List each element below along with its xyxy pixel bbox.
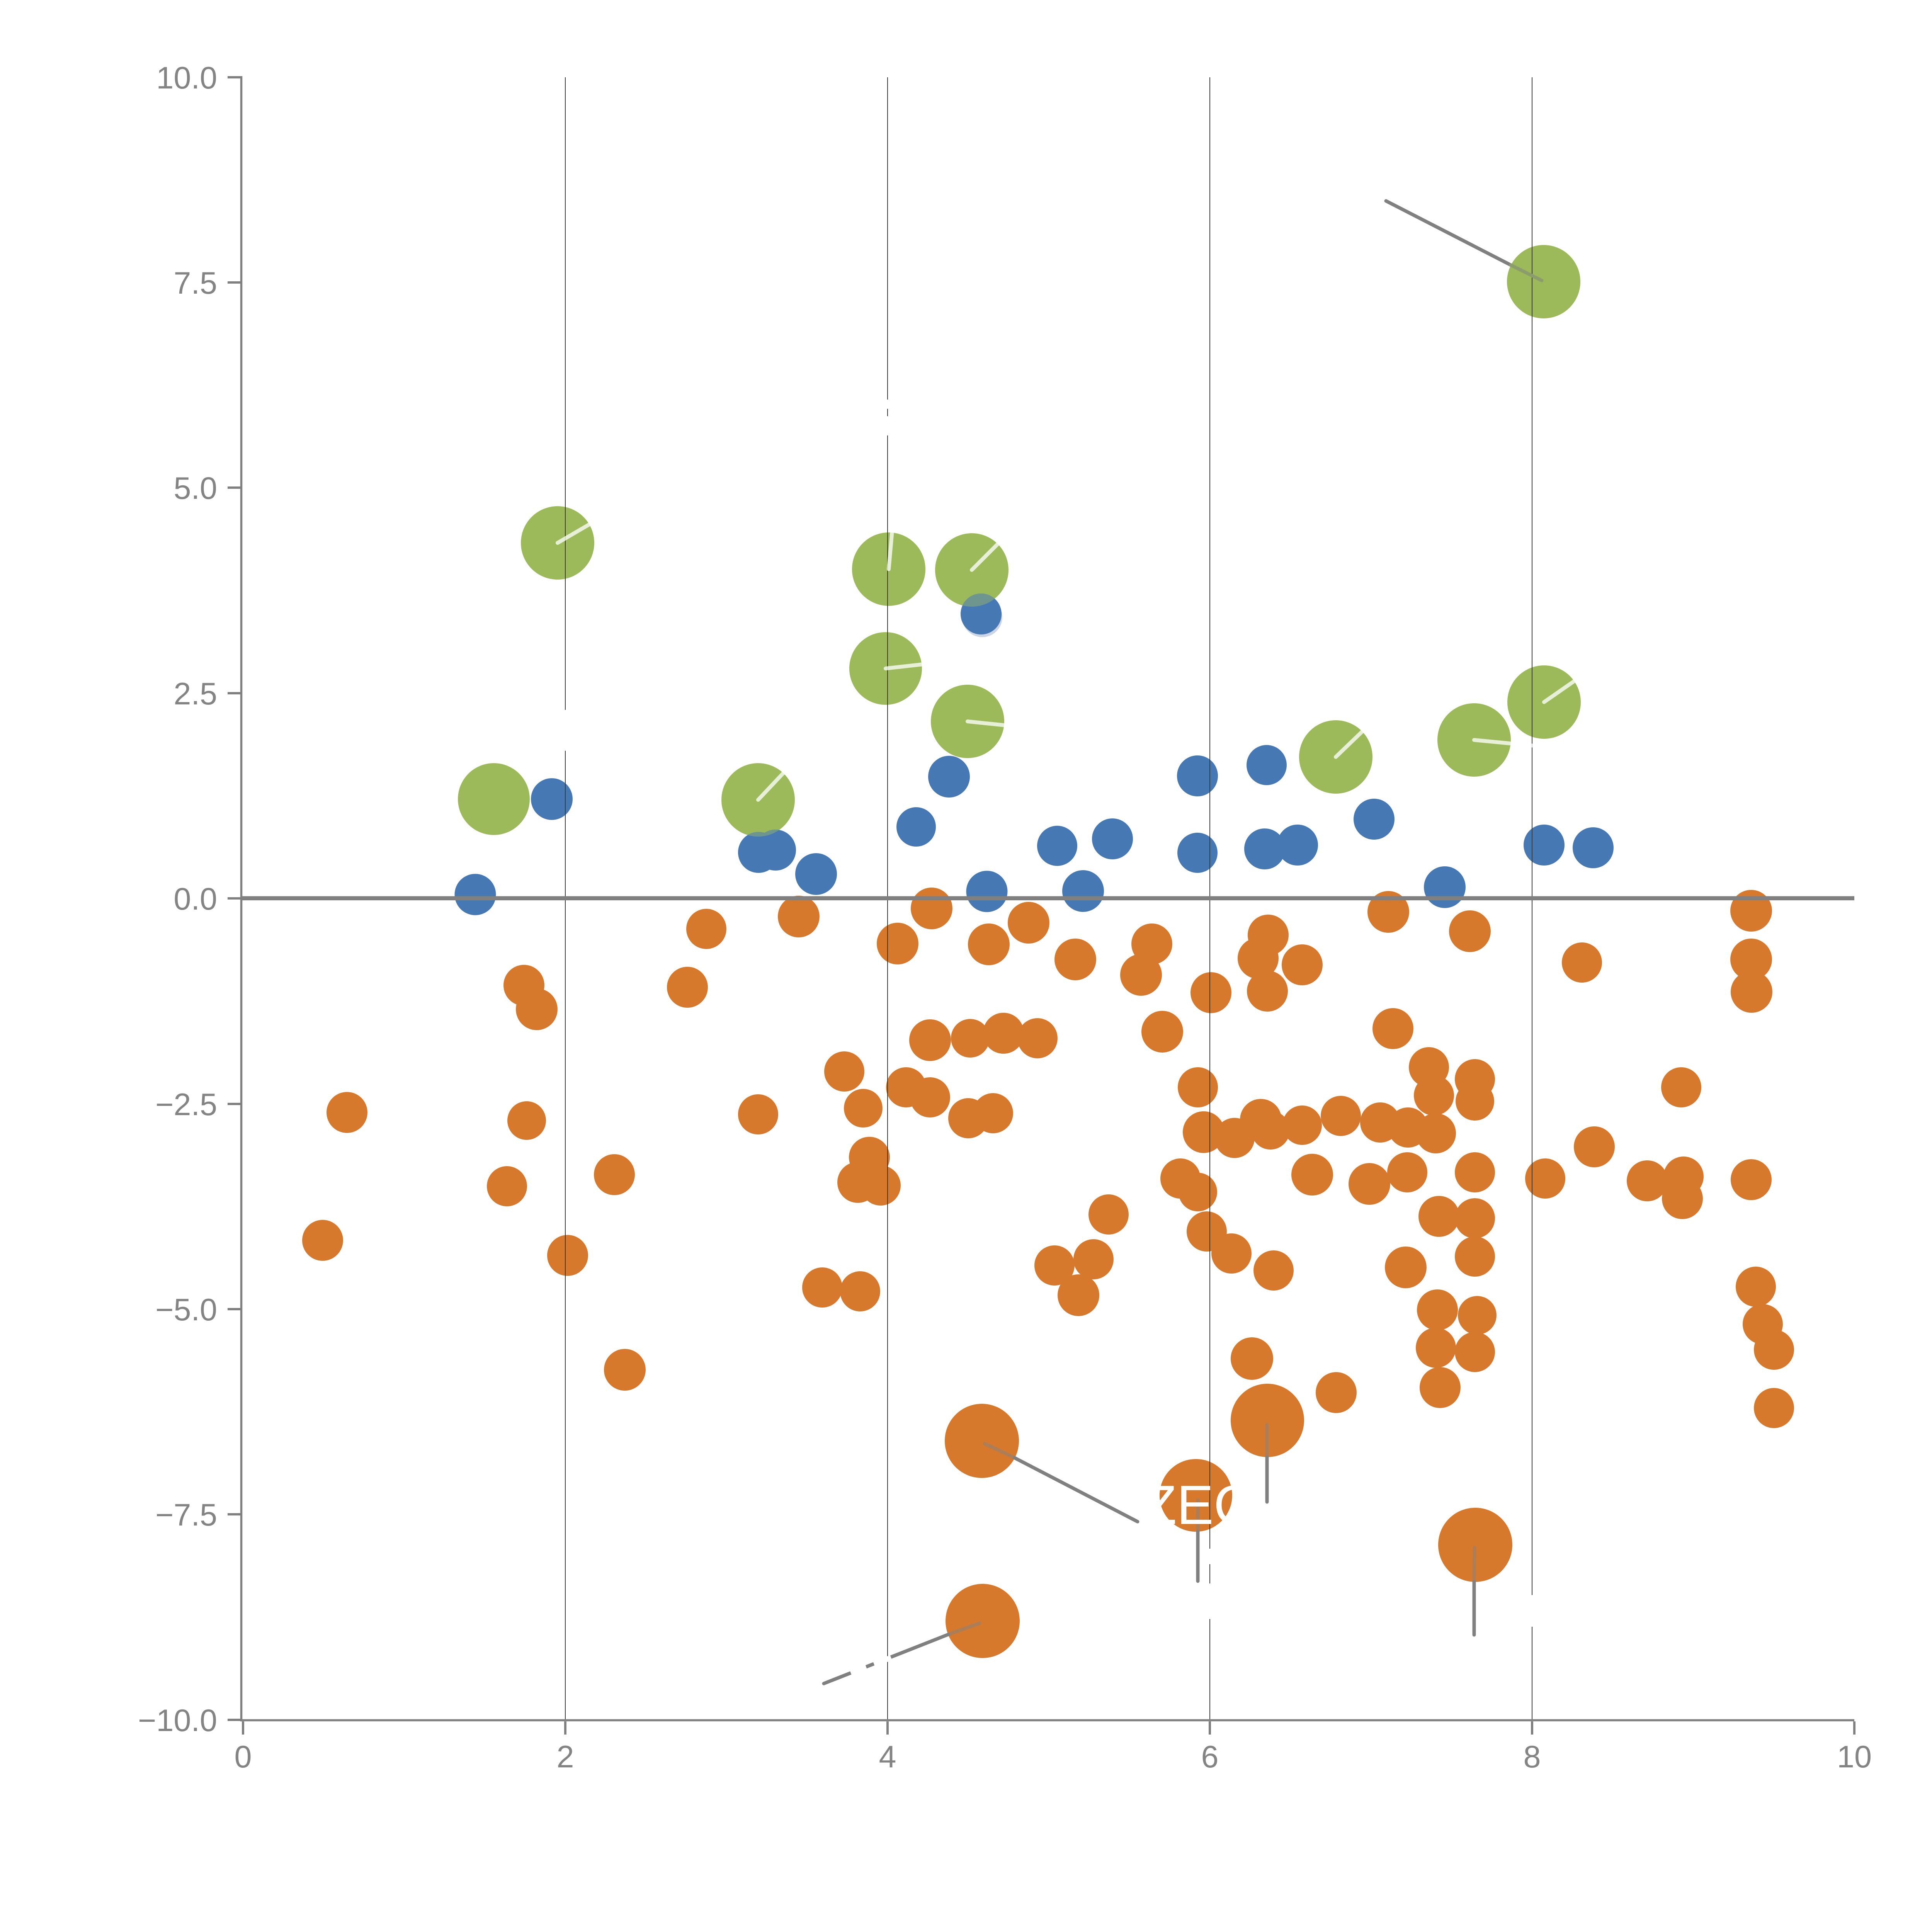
svg-text:4: 4 [879, 1740, 896, 1774]
svg-text:2.5: 2.5 [173, 677, 217, 711]
svg-text:−5.0: −5.0 [155, 1293, 217, 1327]
svg-text:2: 2 [556, 1740, 574, 1774]
svg-text:0: 0 [234, 1740, 252, 1774]
svg-text:−7.5: −7.5 [155, 1498, 217, 1532]
svg-text:7.5: 7.5 [173, 266, 217, 301]
svg-text:10.0: 10.0 [156, 61, 217, 95]
svg-text:0.0: 0.0 [173, 882, 217, 917]
svg-text:−10.0: −10.0 [138, 1703, 217, 1738]
svg-text:6: 6 [1201, 1740, 1218, 1774]
svg-text:ZEC: ZEC [1143, 1475, 1253, 1536]
svg-text:−2.5: −2.5 [155, 1087, 217, 1122]
svg-text:5.0: 5.0 [173, 471, 217, 506]
svg-text:10: 10 [1837, 1740, 1872, 1774]
svg-text:8: 8 [1523, 1740, 1541, 1774]
